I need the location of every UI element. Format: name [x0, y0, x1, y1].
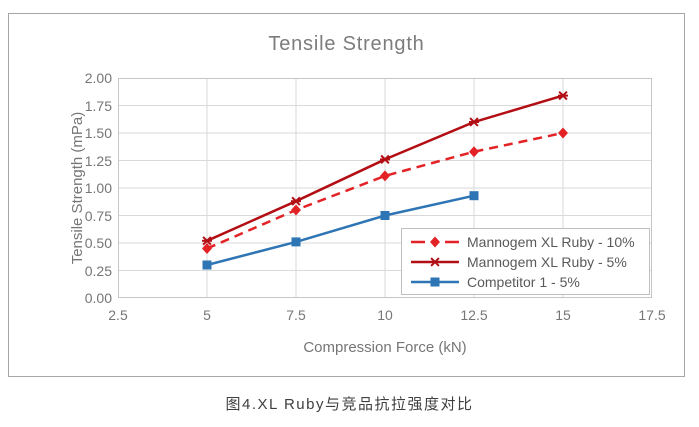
- marker-square-icon: [430, 277, 440, 287]
- marker-square-icon: [469, 191, 479, 201]
- plot-border: [118, 78, 652, 298]
- x-tick-label: 17.5: [638, 307, 666, 323]
- legend-label: Mannogem XL Ruby - 10%: [467, 234, 635, 250]
- y-tick-label: 1.00: [84, 180, 112, 196]
- marker-diamond-icon: [202, 243, 212, 254]
- chart-frame: Tensile Strength Tensile Strength (mPa) …: [8, 13, 685, 377]
- marker-square-icon: [380, 211, 390, 220]
- y-tick-label: 0.00: [84, 290, 112, 306]
- marker-diamond-icon: [469, 146, 479, 158]
- marker-asterisk-icon: [380, 154, 390, 165]
- chart-title: Tensile Strength: [268, 33, 425, 55]
- figure-caption: 图4.XL Ruby与竞品抗拉强度对比: [225, 396, 474, 413]
- marker-asterisk-icon: [291, 196, 301, 206]
- marker-asterisk-icon: [469, 117, 479, 127]
- marker-square-icon: [202, 260, 212, 270]
- x-tick-label: 7.5: [286, 307, 306, 323]
- y-tick-label: 1.75: [84, 97, 112, 114]
- marker-asterisk-icon: [558, 90, 568, 101]
- legend-label: Competitor 1 - 5%: [467, 274, 580, 290]
- x-tick-label: 5: [203, 307, 211, 323]
- marker-diamond-icon: [380, 170, 390, 182]
- x-tick-label: 15: [555, 307, 571, 323]
- y-tick-label: 1.25: [84, 152, 112, 169]
- marker-diamond-icon: [430, 236, 440, 248]
- marker-diamond-icon: [558, 127, 568, 139]
- y-tick-label: 0.50: [84, 235, 112, 251]
- legend-item: Mannogem XL Ruby - 5%: [402, 252, 649, 272]
- marker-asterisk-icon: [430, 257, 440, 267]
- y-tick-label: 0.75: [84, 207, 112, 224]
- y-tick-label: 1.50: [84, 125, 112, 141]
- x-axis-title: Compression Force (kN): [303, 339, 467, 356]
- series-line-0: [206, 131, 564, 250]
- marker-diamond-icon: [291, 204, 301, 216]
- marker-square-icon: [291, 237, 301, 247]
- legend-label: Mannogem XL Ruby - 5%: [467, 254, 627, 270]
- x-tick-label: 12.5: [460, 307, 488, 323]
- legend: Mannogem XL Ruby - 10% Mannogem XL Ruby -…: [401, 228, 650, 295]
- legend-swatch-icon: [411, 236, 459, 248]
- y-tick-label: 2.00: [84, 70, 112, 86]
- legend-item: Competitor 1 - 5%: [402, 272, 649, 292]
- marker-asterisk-icon: [202, 236, 212, 246]
- x-tick-label: 2.5: [108, 307, 128, 323]
- legend-swatch-icon: [411, 257, 459, 267]
- legend-swatch-icon: [411, 277, 459, 287]
- plot-area: [118, 78, 652, 298]
- legend-item: Mannogem XL Ruby - 10%: [402, 232, 649, 252]
- y-tick-label: 0.25: [84, 262, 112, 279]
- x-tick-label: 10: [377, 307, 393, 323]
- series-line-2: [206, 194, 475, 267]
